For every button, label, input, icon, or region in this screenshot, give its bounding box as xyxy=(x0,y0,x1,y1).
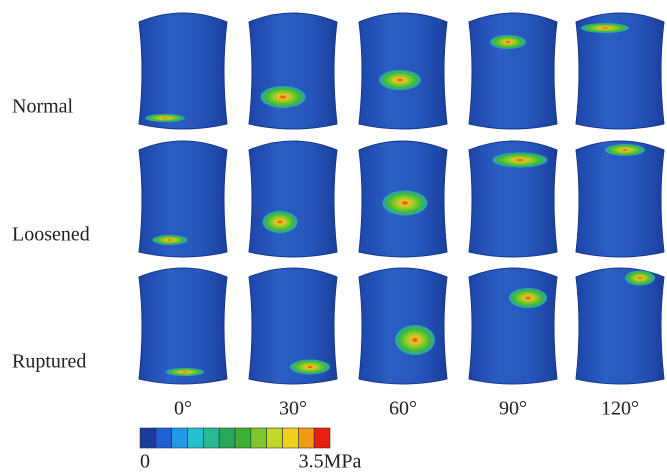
stress-hotspot xyxy=(490,35,526,49)
colorbar-swatch xyxy=(140,428,156,448)
colorbar-swatch xyxy=(314,428,330,448)
specimen xyxy=(469,268,557,384)
specimen xyxy=(359,268,447,384)
stress-hotspot xyxy=(379,70,421,90)
stress-hotspot xyxy=(383,191,428,216)
colorbar-swatch xyxy=(203,428,219,448)
specimen xyxy=(139,13,227,129)
colorbar-swatch xyxy=(267,428,283,448)
specimen xyxy=(576,268,664,384)
column-label: 0° xyxy=(174,398,192,420)
colorbar-swatch xyxy=(283,428,299,448)
specimen xyxy=(249,141,337,257)
row-label: Normal xyxy=(12,96,74,118)
column-label: 90° xyxy=(499,398,527,420)
colorbar-max: 3.5MPa xyxy=(299,451,362,473)
column-label: 120° xyxy=(601,398,639,420)
stress-hotspot xyxy=(290,360,330,375)
colorbar-swatch xyxy=(235,428,251,448)
specimen xyxy=(249,13,337,129)
colorbar-min: 0 xyxy=(140,451,150,473)
stress-hotspot xyxy=(509,288,547,308)
colorbar-swatch xyxy=(298,428,314,448)
colorbar-swatch xyxy=(172,428,188,448)
specimen xyxy=(469,13,557,129)
row-label: Loosened xyxy=(12,224,90,246)
stress-hotspot xyxy=(166,368,204,376)
stress-hotspot xyxy=(493,153,548,168)
stress-hotspot xyxy=(625,271,655,286)
colorbar: 0 3.5MPa xyxy=(140,428,362,473)
stress-hotspot xyxy=(153,235,188,245)
colorbar-swatch xyxy=(219,428,235,448)
stress-hotspot xyxy=(261,86,306,108)
row-label: Ruptured xyxy=(12,351,86,373)
cell-grid xyxy=(139,13,664,384)
colorbar-swatch xyxy=(156,428,172,448)
column-label: 60° xyxy=(389,398,417,420)
stress-hotspot xyxy=(581,23,629,33)
figure: Normal Loosened Ruptured 0° 30° 60° 90° 120° 0 3… xyxy=(0,0,667,473)
stress-hotspot xyxy=(605,144,645,156)
specimen xyxy=(576,141,664,257)
stress-hotspot xyxy=(395,325,435,355)
stress-hotspot xyxy=(263,211,298,233)
colorbar-swatch xyxy=(251,428,267,448)
stress-hotspot xyxy=(145,114,185,122)
colorbar-swatch xyxy=(188,428,204,448)
column-label: 30° xyxy=(279,398,307,420)
specimen xyxy=(139,268,227,384)
